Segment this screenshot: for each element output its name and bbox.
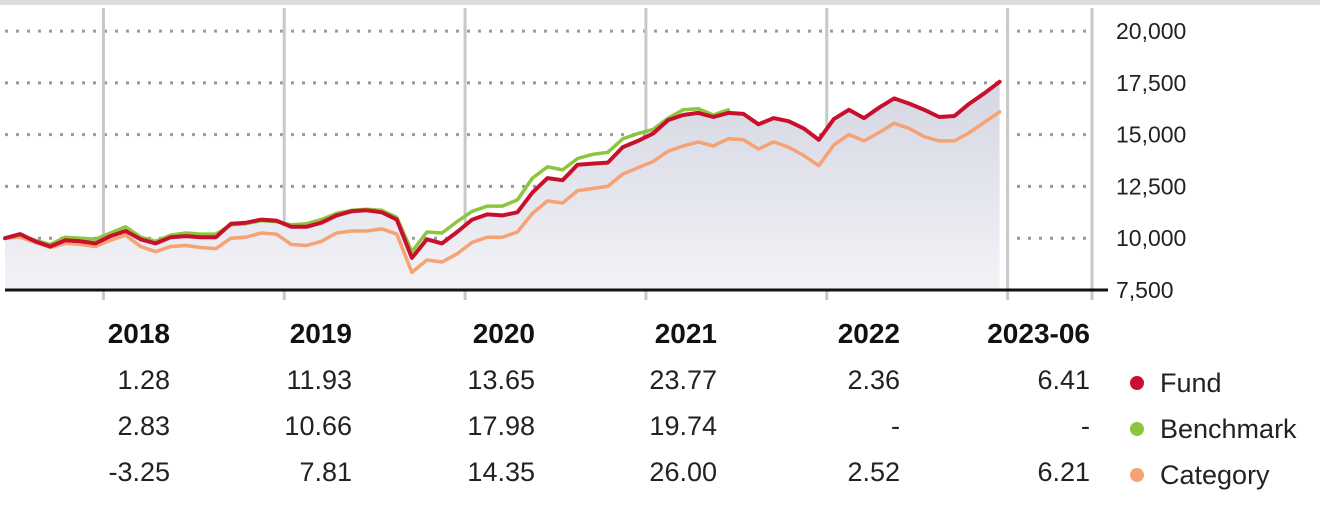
- return-cell-benchmark-2020: 17.98: [467, 411, 535, 441]
- legend-item-category: Category: [1130, 458, 1270, 492]
- y-tick-label-3: 15,000: [1116, 122, 1186, 148]
- legend-dot-icon: [1130, 468, 1144, 482]
- return-cell-fund-2023-06: 6.41: [1037, 365, 1090, 395]
- year-header-2023-06: 2023-06: [987, 318, 1090, 349]
- year-header-2021: 2021: [654, 318, 717, 349]
- return-cell-benchmark-2021: 19.74: [649, 411, 717, 441]
- return-cell-fund-2019: 11.93: [286, 365, 352, 395]
- return-cell-category-2023-06: 6.21: [1037, 457, 1090, 487]
- year-header-2020: 2020: [472, 318, 535, 349]
- year-header-2019: 2019: [289, 318, 352, 349]
- return-cell-category-2019: 7.81: [299, 457, 352, 487]
- y-tick-label-4: 17,500: [1116, 70, 1186, 96]
- fund-area-fill: [5, 81, 1000, 290]
- legend-item-fund: Fund: [1130, 366, 1222, 400]
- series-line-category: [3, 110, 1002, 275]
- return-cell-fund-2021: 23.77: [649, 365, 717, 395]
- return-cell-category-2018: -3.25: [108, 457, 170, 487]
- return-cell-fund-2018: 1.28: [117, 365, 170, 395]
- year-header-2022: 2022: [837, 318, 900, 349]
- y-tick-label-2: 12,500: [1116, 173, 1186, 199]
- series-line-fund: [3, 79, 1002, 260]
- return-cell-benchmark-2018: 2.83: [117, 411, 170, 441]
- legend-item-benchmark: Benchmark: [1130, 412, 1297, 446]
- return-cell-category-2022: 2.52: [847, 457, 900, 487]
- y-tick-label-5: 20,000: [1116, 18, 1186, 44]
- legend-label: Category: [1160, 459, 1270, 490]
- series-lines: [3, 79, 1002, 275]
- return-cell-category-2020: 14.35: [467, 457, 535, 487]
- fund-area: [5, 81, 1000, 290]
- year-header-2018: 2018: [107, 318, 170, 349]
- legend-dot-icon: [1130, 422, 1144, 436]
- legend-label: Benchmark: [1160, 413, 1297, 444]
- return-cell-benchmark-2019: 10.66: [284, 411, 352, 441]
- legend-label: Fund: [1160, 367, 1222, 398]
- y-axis-tick-labels: 7,500 10,000 12,500 15,000 17,500 20,000: [1116, 18, 1186, 303]
- return-cell-fund-2020: 13.65: [467, 365, 535, 395]
- return-cell-category-2021: 26.00: [649, 457, 717, 487]
- return-cell-fund-2022: 2.36: [847, 365, 900, 395]
- return-cell-benchmark-2022: -: [891, 411, 900, 441]
- return-cell-benchmark-2023-06: -: [1081, 411, 1090, 441]
- y-tick-label-1: 10,000: [1116, 225, 1186, 251]
- legend-dot-icon: [1130, 376, 1144, 390]
- y-tick-label-0: 7,500: [1116, 277, 1174, 303]
- top-border: [0, 0, 1320, 5]
